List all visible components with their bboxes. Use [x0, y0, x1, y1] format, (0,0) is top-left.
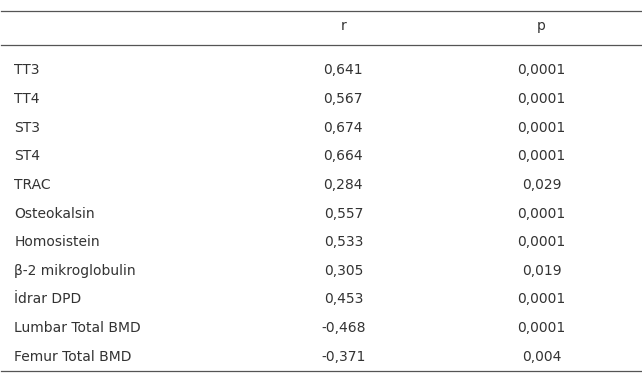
Text: 0,0001: 0,0001 — [517, 293, 566, 307]
Text: Homosistein: Homosistein — [14, 235, 100, 249]
Text: Lumbar Total BMD: Lumbar Total BMD — [14, 321, 141, 335]
Text: TT4: TT4 — [14, 92, 40, 106]
Text: Osteokalsin: Osteokalsin — [14, 207, 95, 220]
Text: ST4: ST4 — [14, 149, 40, 163]
Text: 0,674: 0,674 — [324, 121, 363, 135]
Text: -0,468: -0,468 — [321, 321, 366, 335]
Text: ST3: ST3 — [14, 121, 40, 135]
Text: 0,305: 0,305 — [324, 264, 363, 278]
Text: 0,0001: 0,0001 — [517, 63, 566, 78]
Text: 0,004: 0,004 — [522, 350, 561, 364]
Text: 0,557: 0,557 — [324, 207, 363, 220]
Text: 0,0001: 0,0001 — [517, 121, 566, 135]
Text: -0,371: -0,371 — [321, 350, 365, 364]
Text: 0,453: 0,453 — [324, 293, 363, 307]
Text: 0,567: 0,567 — [324, 92, 363, 106]
Text: 0,029: 0,029 — [522, 178, 561, 192]
Text: TT3: TT3 — [14, 63, 40, 78]
Text: 0,0001: 0,0001 — [517, 207, 566, 220]
Text: 0,0001: 0,0001 — [517, 235, 566, 249]
Text: 0,0001: 0,0001 — [517, 321, 566, 335]
Text: Femur Total BMD: Femur Total BMD — [14, 350, 132, 364]
Text: 0,664: 0,664 — [324, 149, 363, 163]
Text: r: r — [340, 19, 346, 33]
Text: 0,0001: 0,0001 — [517, 92, 566, 106]
Text: 0,533: 0,533 — [324, 235, 363, 249]
Text: 0,284: 0,284 — [324, 178, 363, 192]
Text: 0,0001: 0,0001 — [517, 149, 566, 163]
Text: p: p — [537, 19, 546, 33]
Text: β-2 mikroglobulin: β-2 mikroglobulin — [14, 264, 136, 278]
Text: 0,641: 0,641 — [324, 63, 363, 78]
Text: İdrar DPD: İdrar DPD — [14, 293, 82, 307]
Text: TRAC: TRAC — [14, 178, 51, 192]
Text: 0,019: 0,019 — [522, 264, 561, 278]
